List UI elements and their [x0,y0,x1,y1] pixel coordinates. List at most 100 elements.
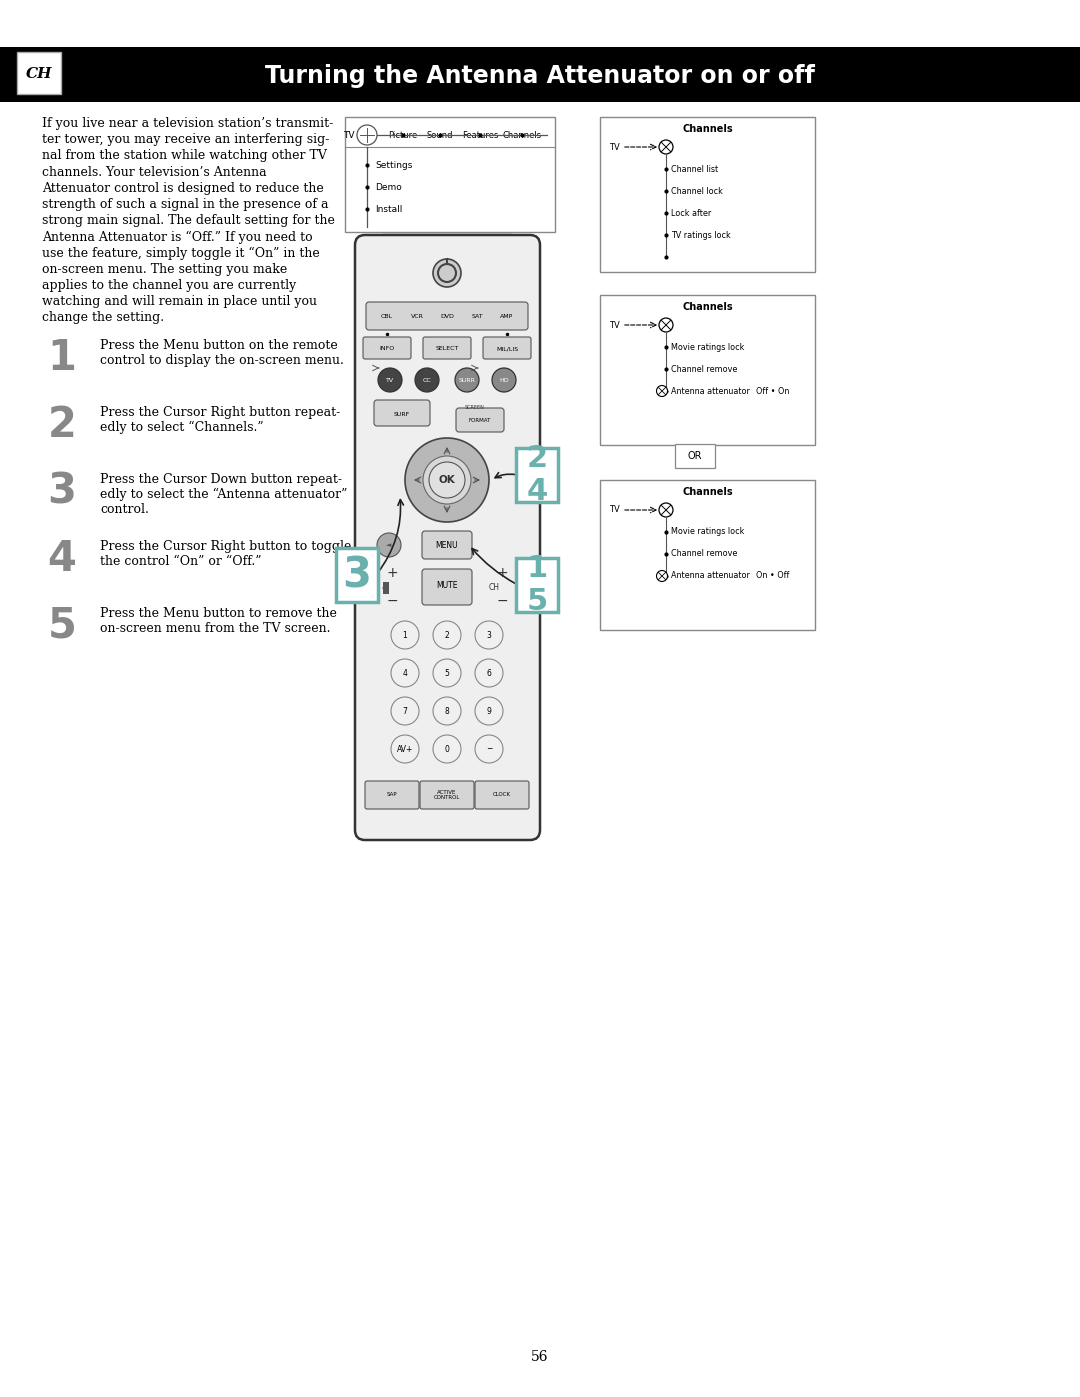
Text: Press the Menu button on the remote: Press the Menu button on the remote [100,339,338,352]
Text: Movie ratings lock: Movie ratings lock [671,528,744,536]
Text: FORMAT: FORMAT [469,419,491,423]
Text: AV+: AV+ [396,745,414,753]
Text: ◄: ◄ [387,542,392,548]
Polygon shape [382,583,389,594]
Text: −: − [486,745,492,753]
Circle shape [659,140,673,154]
Text: edly to select the “Antenna attenuator”: edly to select the “Antenna attenuator” [100,488,348,502]
FancyBboxPatch shape [17,52,60,94]
Text: Install: Install [375,204,403,214]
Text: 2: 2 [48,404,77,446]
Text: Sound: Sound [427,130,454,140]
Text: Channel list: Channel list [671,165,718,173]
Text: 6: 6 [487,669,491,678]
Circle shape [405,439,489,522]
Circle shape [377,534,401,557]
Text: on-screen menu. The setting you make: on-screen menu. The setting you make [42,263,287,275]
Polygon shape [375,190,519,250]
FancyBboxPatch shape [383,583,389,594]
Text: Antenna attenuator: Antenna attenuator [671,571,750,581]
Text: +: + [387,566,397,580]
Text: Turning the Antenna Attenuator on or off: Turning the Antenna Attenuator on or off [265,63,815,88]
Text: 0: 0 [445,745,449,753]
FancyBboxPatch shape [422,569,472,605]
Text: SCREEN: SCREEN [465,405,485,409]
Text: Demo: Demo [375,183,402,191]
FancyBboxPatch shape [336,548,378,602]
Text: HD: HD [499,377,509,383]
Text: Off • On: Off • On [756,387,789,395]
Text: −: − [387,594,397,608]
FancyBboxPatch shape [365,781,419,809]
Text: Channels: Channels [683,488,733,497]
Text: OR: OR [688,451,702,461]
Text: Antenna Attenuator is “Off.” If you need to: Antenna Attenuator is “Off.” If you need… [42,231,312,243]
Text: Channel remove: Channel remove [671,549,738,559]
Text: 3: 3 [487,630,491,640]
Text: CC: CC [422,377,431,383]
Text: MIL/LIS: MIL/LIS [496,346,518,352]
Text: SURF: SURF [394,412,410,416]
Circle shape [415,367,438,393]
Bar [600,295,815,446]
Text: 1: 1 [403,630,407,640]
Circle shape [455,367,480,393]
Circle shape [475,735,503,763]
Text: Picture: Picture [389,130,418,140]
Text: 1: 1 [48,337,77,379]
Text: control.: control. [100,503,149,515]
Text: TV: TV [343,130,355,140]
Text: Lock after: Lock after [671,208,712,218]
Text: Channels: Channels [502,130,541,140]
Bar [600,481,815,630]
Text: Attenuator control is designed to reduce the: Attenuator control is designed to reduce… [42,182,324,194]
Text: CBL: CBL [381,313,393,319]
Text: +: + [496,566,508,580]
Text: If you live near a television station’s transmit-: If you live near a television station’s … [42,117,334,130]
Circle shape [475,659,503,687]
Circle shape [433,622,461,650]
Text: Channel lock: Channel lock [671,187,723,196]
Text: OK: OK [438,475,456,485]
Text: applies to the channel you are currently: applies to the channel you are currently [42,279,296,292]
Text: Movie ratings lock: Movie ratings lock [671,342,744,352]
Text: channels. Your television’s Antenna: channels. Your television’s Antenna [42,166,267,179]
Text: CH: CH [26,67,52,81]
Circle shape [657,386,667,397]
Text: 3: 3 [48,471,77,513]
FancyBboxPatch shape [420,781,474,809]
Circle shape [391,697,419,725]
Text: MENU: MENU [435,541,458,549]
Text: 7: 7 [403,707,407,715]
Text: use the feature, simply toggle it “On” in the: use the feature, simply toggle it “On” i… [42,247,320,260]
Bar [345,117,555,232]
Bar [0,47,1080,102]
Text: TV ratings lock: TV ratings lock [671,231,731,239]
Text: SAT: SAT [471,313,483,319]
Text: SURR: SURR [459,377,475,383]
Text: watching and will remain in place until you: watching and will remain in place until … [42,295,318,309]
FancyBboxPatch shape [355,235,540,840]
Text: Press the Cursor Right button repeat-: Press the Cursor Right button repeat- [100,407,340,419]
Text: 4: 4 [48,538,77,580]
Text: INFO: INFO [379,346,394,352]
Text: 56: 56 [531,1350,549,1363]
Bar [600,117,815,272]
Circle shape [657,570,667,581]
Text: On • Off: On • Off [756,571,789,581]
Text: 5: 5 [445,669,449,678]
Circle shape [391,622,419,650]
Text: on-screen menu from the TV screen.: on-screen menu from the TV screen. [100,622,330,636]
Circle shape [433,735,461,763]
Circle shape [433,697,461,725]
Text: Settings: Settings [375,161,413,169]
Text: ter tower, you may receive an interfering sig-: ter tower, you may receive an interferin… [42,133,329,147]
Text: the control “On” or “Off.”: the control “On” or “Off.” [100,555,261,569]
Text: Channels: Channels [683,302,733,312]
Text: nal from the station while watching other TV: nal from the station while watching othe… [42,149,327,162]
Text: CLOCK: CLOCK [492,792,511,798]
Text: DVD: DVD [440,313,454,319]
Text: SAP: SAP [387,792,397,798]
Text: 3: 3 [342,555,372,597]
Circle shape [475,697,503,725]
